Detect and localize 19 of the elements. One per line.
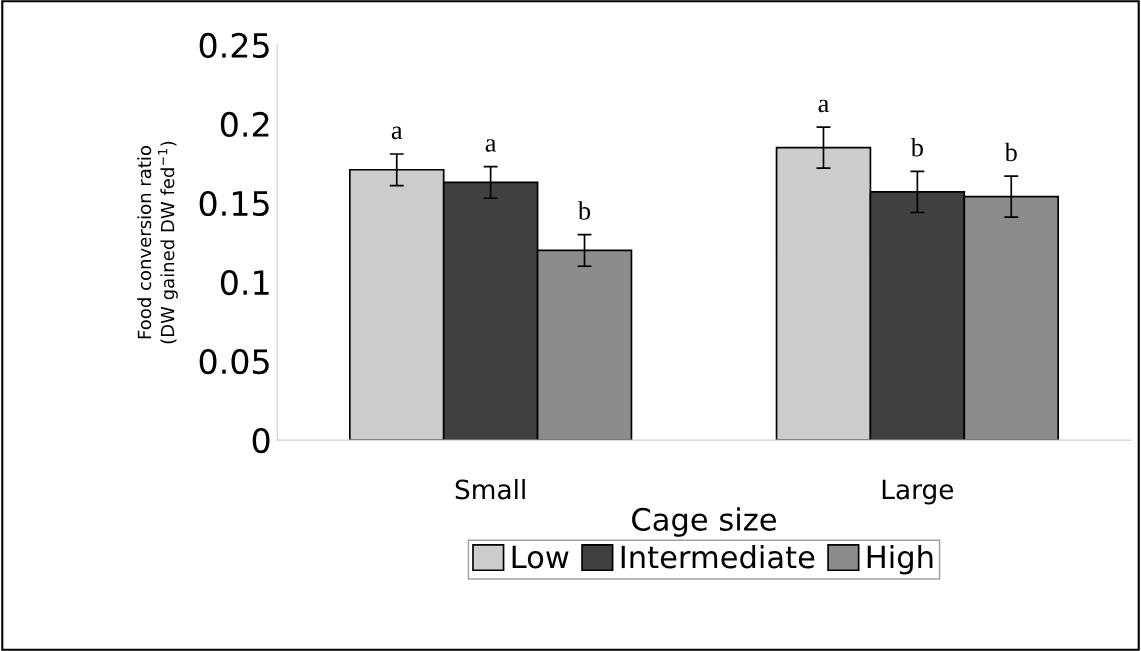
data-label: a	[391, 126, 403, 140]
y-tick-label: 0.1	[220, 269, 269, 296]
y-tick-label: 0.25	[199, 32, 269, 59]
data-label: b	[910, 137, 923, 157]
legend-label: Intermediate	[621, 544, 815, 569]
y-axis-title: Food conversion ratio (DW gained DW fed$^{−1}$)	[137, 141, 178, 344]
legend-label: Low	[512, 545, 569, 569]
y-tick-label: 0.05	[199, 348, 269, 375]
y-tick-label: 0.2	[220, 111, 269, 138]
x-tick-label: Large	[882, 479, 954, 505]
x-tick-label: Small	[455, 478, 525, 500]
data-label: b	[1004, 142, 1017, 162]
y-tick-label: 0	[252, 428, 270, 454]
data-label: a	[818, 99, 829, 113]
y-tick-label: 0.15	[199, 190, 269, 217]
x-axis-title: Cage size	[632, 507, 776, 537]
data-label: a	[485, 139, 497, 152]
legend-label: High	[867, 544, 933, 575]
data-label: b	[577, 201, 591, 220]
